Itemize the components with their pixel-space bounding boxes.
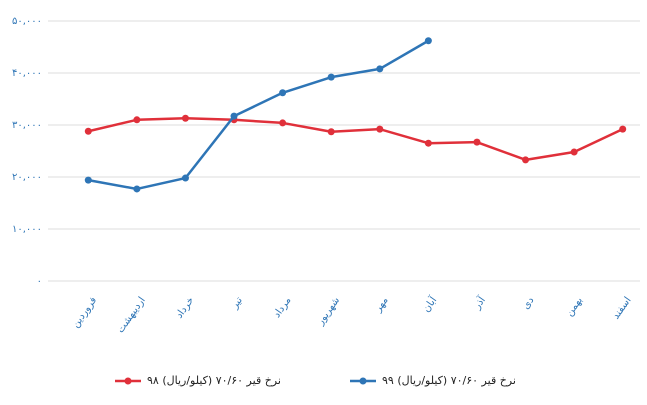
data-point bbox=[181, 114, 189, 122]
x-tick-label: آبان bbox=[419, 293, 439, 315]
data-point bbox=[522, 156, 530, 164]
x-tick-label: مرداد bbox=[272, 295, 294, 320]
y-tick-label: ۰ bbox=[37, 276, 42, 287]
x-tick-label: بهمن bbox=[564, 295, 585, 318]
y-tick-label: ۳۰,۰۰۰ bbox=[12, 120, 42, 131]
legend-marker bbox=[359, 377, 367, 385]
x-tick-label: خرداد bbox=[174, 295, 196, 320]
legend-label: نرخ قیر ۷۰/۶۰ (کیلو/ریال) ۹۹ bbox=[382, 374, 516, 387]
legend-label: نرخ قیر ۷۰/۶۰ (کیلو/ریال) ۹۸ bbox=[147, 374, 281, 387]
data-point bbox=[327, 73, 335, 81]
series-line bbox=[88, 116, 624, 162]
series-line bbox=[88, 39, 430, 191]
x-tick-label: اسفند bbox=[611, 295, 634, 321]
data-point bbox=[279, 119, 287, 127]
x-tick-label: مهر bbox=[372, 295, 390, 315]
data-point bbox=[619, 125, 627, 133]
data-point bbox=[424, 139, 432, 147]
y-tick-label: ۵۰,۰۰۰ bbox=[12, 16, 42, 27]
data-point bbox=[230, 112, 238, 120]
data-point bbox=[376, 65, 384, 73]
y-tick-label: ۴۰,۰۰۰ bbox=[12, 68, 42, 79]
data-point bbox=[133, 116, 141, 124]
data-point bbox=[327, 128, 335, 136]
x-tick-label: آذر bbox=[470, 293, 489, 312]
x-tick-label: دی bbox=[520, 295, 536, 311]
data-point bbox=[181, 174, 189, 182]
data-point bbox=[473, 138, 481, 146]
y-tick-label: ۱۰,۰۰۰ bbox=[12, 224, 42, 235]
data-point bbox=[133, 185, 141, 193]
data-point bbox=[424, 37, 432, 45]
data-point bbox=[84, 127, 92, 135]
x-tick-label: اردیبهشت bbox=[115, 295, 148, 335]
data-point bbox=[84, 176, 92, 184]
legend-marker bbox=[124, 377, 132, 385]
x-tick-label: تیر bbox=[229, 295, 245, 312]
data-point bbox=[570, 148, 578, 156]
data-point bbox=[376, 125, 384, 133]
y-tick-label: ۲۰,۰۰۰ bbox=[12, 172, 42, 183]
data-point bbox=[279, 89, 287, 97]
x-tick-label: شهریور bbox=[315, 295, 343, 328]
x-tick-label: فروردین bbox=[70, 295, 99, 330]
